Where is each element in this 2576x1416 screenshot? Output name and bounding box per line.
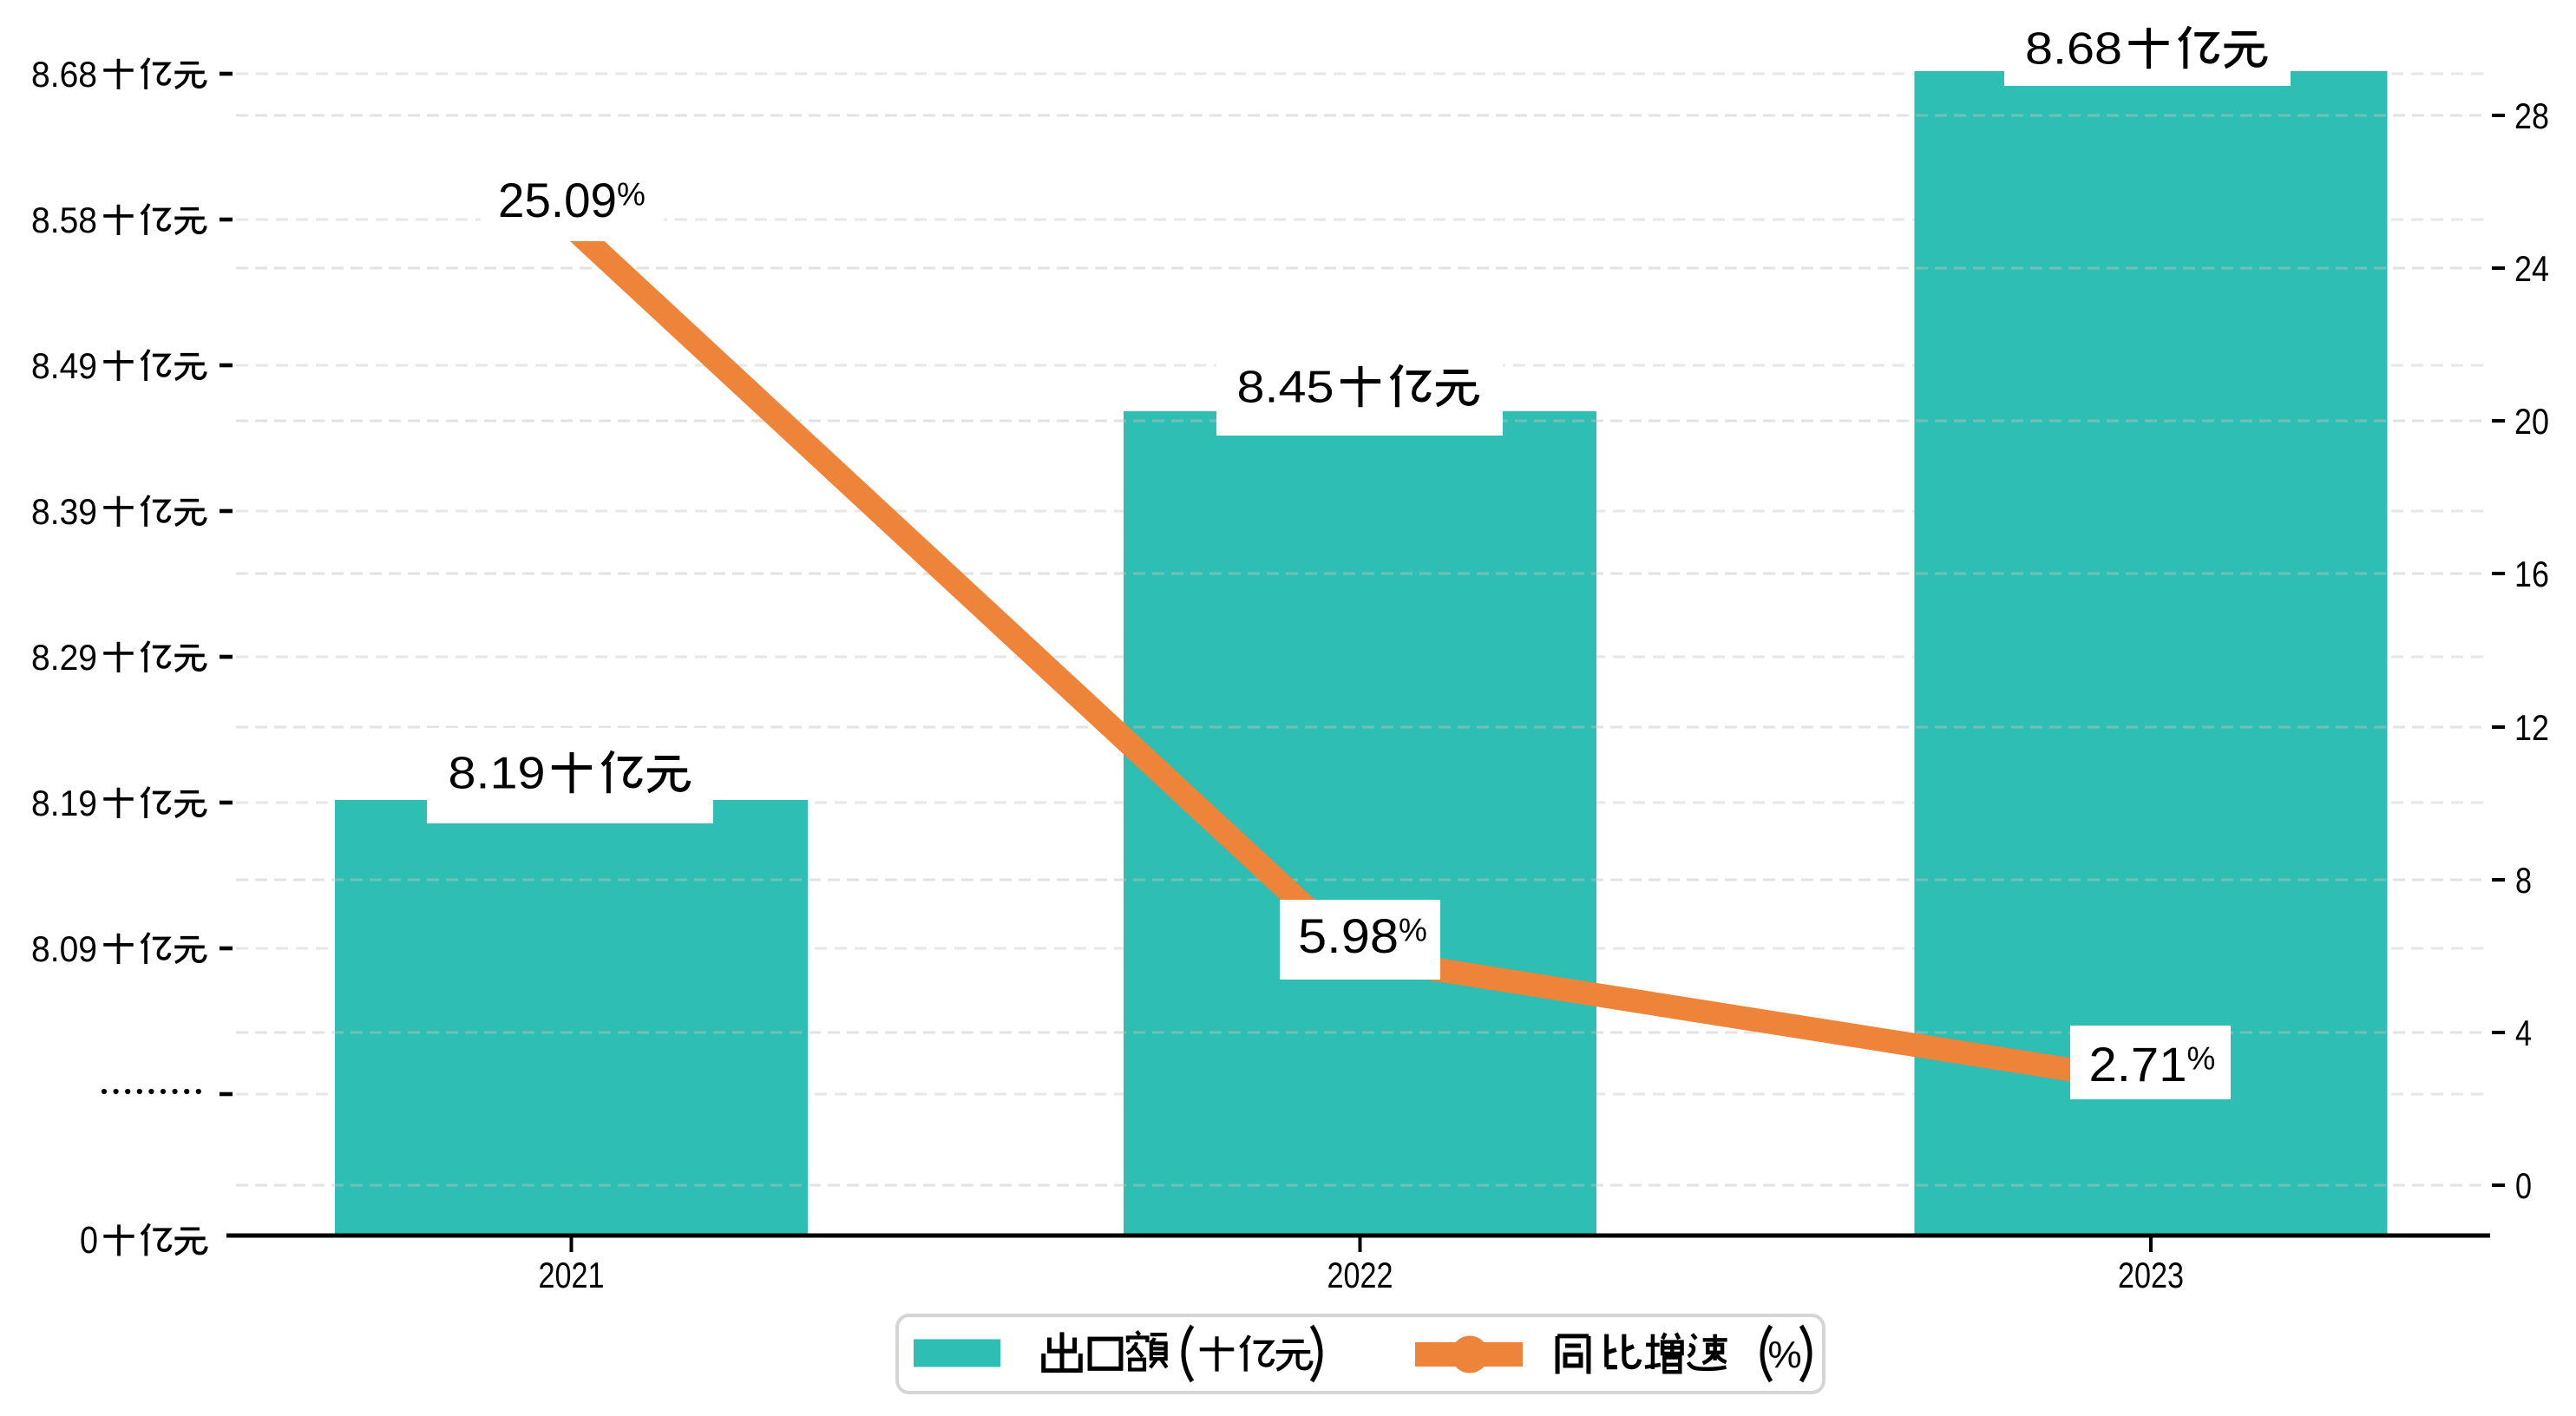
- svg-text:8.29: 8.29: [31, 637, 97, 678]
- svg-text:0: 0: [2515, 1165, 2532, 1206]
- svg-text:25.09: 25.09: [498, 173, 617, 227]
- svg-text:8.49: 8.49: [31, 345, 97, 386]
- svg-text:8.68: 8.68: [31, 54, 97, 95]
- svg-text:5.98: 5.98: [1298, 908, 1399, 963]
- svg-text:%: %: [2187, 1040, 2216, 1076]
- svg-text:24: 24: [2514, 248, 2549, 289]
- svg-text:20: 20: [2514, 401, 2549, 442]
- svg-text:0: 0: [80, 1219, 98, 1262]
- svg-text:8.19: 8.19: [449, 749, 546, 799]
- svg-text:%: %: [1767, 1334, 1801, 1376]
- svg-text:%: %: [1399, 912, 1427, 947]
- svg-text:16: 16: [2514, 554, 2549, 594]
- svg-text:28: 28: [2514, 95, 2549, 136]
- svg-text:2.71: 2.71: [2089, 1037, 2187, 1092]
- svg-text:2021: 2021: [539, 1255, 605, 1295]
- svg-text:8.45: 8.45: [1237, 363, 1334, 413]
- svg-text:8.68: 8.68: [2025, 24, 2122, 75]
- svg-text:8.39: 8.39: [31, 491, 97, 532]
- svg-text:8.19: 8.19: [31, 783, 97, 823]
- svg-text:8.09: 8.09: [31, 928, 97, 969]
- svg-text:2022: 2022: [1327, 1255, 1393, 1295]
- svg-text:2023: 2023: [2118, 1255, 2184, 1295]
- svg-text:12: 12: [2514, 707, 2549, 748]
- svg-text:%: %: [617, 176, 646, 212]
- svg-text:8: 8: [2515, 860, 2532, 901]
- svg-text:8.58: 8.58: [31, 200, 97, 240]
- svg-text:4: 4: [2515, 1013, 2532, 1053]
